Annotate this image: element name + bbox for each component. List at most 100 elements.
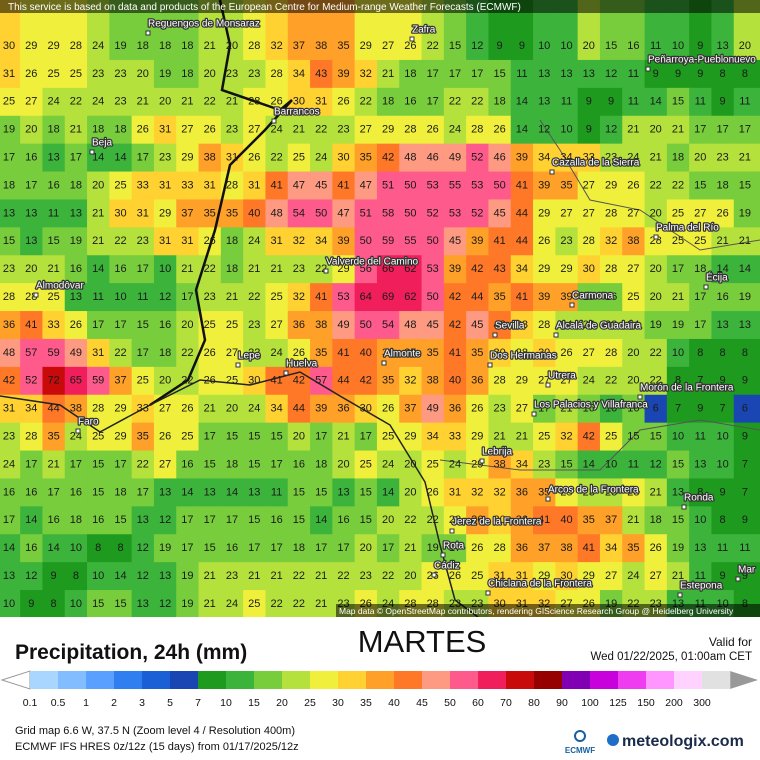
grid-value: 56 [360,263,372,275]
grid-value: 72 [47,375,59,387]
grid-cell [510,59,534,89]
grid-cell [243,562,266,591]
scale-label: 35 [360,697,372,709]
grid-cell [42,227,66,256]
grid-cell [399,199,423,228]
grid-value: 25 [293,152,305,164]
grid-cell [488,87,512,117]
grid-cell [64,478,88,507]
place-dot [235,362,241,368]
grid-value: 41 [493,235,505,247]
grid-cell [644,394,668,424]
grid-cell [488,394,512,424]
grid-value: 11 [695,431,706,443]
grid-cell [287,227,311,256]
grid-value: 22 [650,347,662,359]
grid-cell [599,255,623,284]
grid-value: 16 [3,486,15,498]
grid-value: 17 [382,542,394,554]
grid-value: 14 [25,514,37,526]
grid-cell [577,59,601,89]
grid-value: 23 [337,124,349,136]
grid-cell [510,87,534,117]
place-label: Faro [78,417,99,428]
grid-cell [577,87,601,117]
grid-value: 30 [360,403,372,415]
grid-value: 50 [360,235,372,247]
grid-value: 17 [204,431,216,443]
grid-value: 8 [720,68,726,80]
grid-cell [555,59,579,89]
grid-value: 30 [337,152,349,164]
grid-cell [622,283,646,312]
grid-value: 21 [47,263,59,275]
grid-value: 15 [204,458,216,470]
grid-value: 26 [70,319,82,331]
grid-cell [443,171,467,200]
grid-cell [176,255,200,284]
grid-value: 14 [3,542,15,554]
grid-value: 50 [427,235,439,247]
grid-value: 37 [605,514,617,526]
grid-value: 23 [248,319,260,331]
grid-cell [443,311,467,340]
grid-cell [599,87,623,117]
grid-value: 27 [516,403,528,415]
grid-cell [399,366,423,396]
grid-value: 31 [493,570,505,582]
grid-cell [555,311,579,340]
grid-cell [733,87,760,117]
grid-value: 39 [538,179,550,191]
grid-value: 17 [137,347,149,359]
grid-cell [577,534,601,563]
grid-value: 10 [605,458,617,470]
grid-value: 22 [293,598,305,610]
scale-label: 40 [388,697,400,709]
grid-cell [376,450,400,479]
grid-cell [599,338,623,368]
grid-cell [64,506,88,535]
grid-value: 17 [672,263,684,275]
grid-cell [711,394,735,424]
grid-value: 15 [605,40,617,52]
grid-value: 22 [605,319,617,331]
grid-cell [265,59,289,89]
grid-cell [510,506,534,535]
grid-value: 10 [694,514,706,526]
grid-cell [689,562,712,591]
scale-label: 20 [276,697,288,709]
grid-cell [666,171,690,200]
grid-value: 35 [204,207,216,219]
grid-value: 9 [653,68,659,80]
scale-label: 70 [500,697,512,709]
grid-cell [577,562,601,591]
grid-cell [42,394,66,424]
grid-value: 26 [137,124,149,136]
grid-value: 22 [204,96,216,108]
grid-value: 45 [315,179,327,191]
grid-cell [399,534,423,563]
grid-value: 13 [25,207,37,219]
grid-value: 17 [92,319,104,331]
brand[interactable]: meteologix.com [622,733,744,750]
grid-value: 50 [404,207,416,219]
grid-value: 29 [47,40,59,52]
grid-value: 12 [159,514,171,526]
grid-cell [443,422,467,452]
grid-cell [376,171,400,200]
grid-value: 41 [315,291,327,303]
grid-value: 24 [627,152,639,164]
grid-value: 27 [560,375,572,387]
grid-cell [466,422,489,452]
grid-cell [243,255,266,284]
scale-label: 90 [556,697,568,709]
place-label: Peñarroya-Pueblonuevo [648,55,756,66]
scale-swatch [226,671,255,689]
grid-cell [443,450,467,479]
grid-cell [711,478,735,507]
grid-value: 51 [360,207,372,219]
grid-value: 17 [427,96,439,108]
grid-cell [310,87,333,117]
grid-value: 40 [560,514,572,526]
grid-value: 17 [3,152,15,164]
